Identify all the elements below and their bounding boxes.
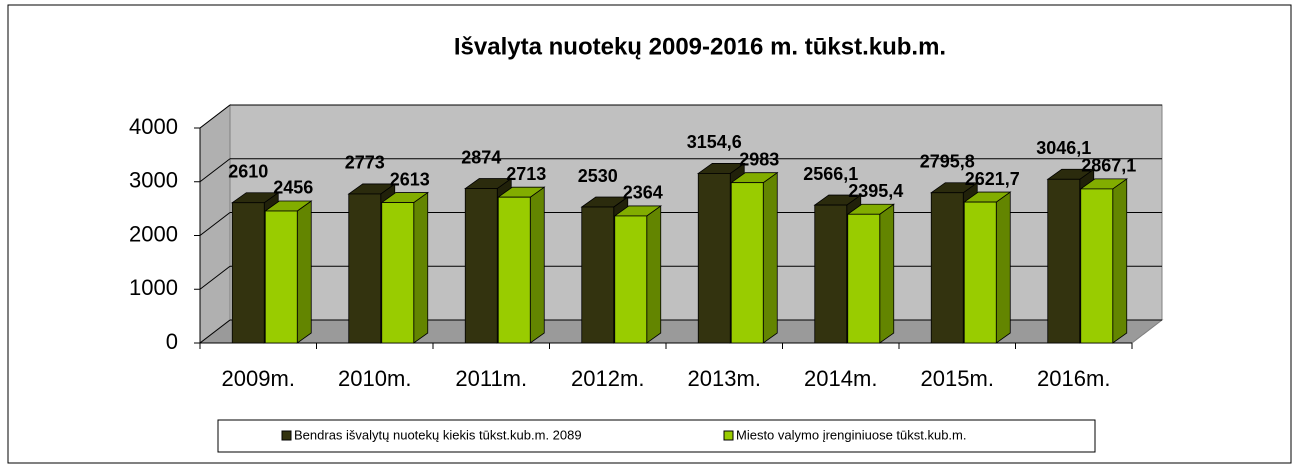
x-tick-label: 2011m. <box>455 366 527 391</box>
bar-side <box>1112 178 1128 344</box>
floor <box>198 319 1164 344</box>
legend-swatch <box>281 430 292 441</box>
x-tick-label: 2014m. <box>804 366 877 391</box>
bar <box>348 193 382 344</box>
data-label: 2983 <box>739 149 779 169</box>
data-label: 2566,1 <box>803 164 858 184</box>
data-label: 2613 <box>390 169 430 189</box>
data-label: 2874 <box>461 147 501 167</box>
x-tick-label: 2013m. <box>688 366 761 391</box>
grid-line <box>199 104 231 129</box>
chart-title: Išvalyta nuotekų 2009-2016 m. tūkst.kub.… <box>454 33 946 60</box>
bar <box>847 213 881 344</box>
bar <box>581 206 615 344</box>
bar <box>1047 178 1081 344</box>
legend-box <box>217 419 1096 453</box>
bar <box>697 173 731 344</box>
bar <box>930 192 964 344</box>
data-label: 2867,1 <box>1081 156 1136 176</box>
grid-line <box>199 212 231 236</box>
x-tick-label: 2010m. <box>338 366 411 391</box>
y-tick-label: 0 <box>166 329 178 354</box>
data-label: 3046,1 <box>1036 138 1091 158</box>
bar <box>1080 188 1114 344</box>
bar-side <box>296 200 312 344</box>
bar <box>814 204 848 344</box>
bar-side <box>413 191 429 344</box>
x-tick-label: 2016m. <box>1037 366 1110 391</box>
legend-label: Bendras išvalytų nuotekų kiekis tūkst.ku… <box>294 427 582 442</box>
y-tick-label: 2000 <box>129 221 178 246</box>
data-label: 2795,8 <box>920 151 975 171</box>
bar-side <box>529 186 545 344</box>
y-tick-label: 3000 <box>129 168 178 193</box>
bar-side <box>879 203 895 344</box>
legend-swatch <box>723 430 734 441</box>
bar <box>963 201 997 344</box>
data-label: 3154,6 <box>687 132 742 152</box>
bar-side <box>995 191 1011 344</box>
bar <box>614 215 648 344</box>
grid-line <box>199 158 231 183</box>
y-tick-label: 1000 <box>129 275 178 300</box>
bar <box>231 202 265 344</box>
bar <box>264 210 298 344</box>
x-tick-label: 2015m. <box>921 366 994 391</box>
grid-line <box>199 319 231 344</box>
x-tick-label: 2009m. <box>222 366 295 391</box>
bar-side <box>762 171 778 344</box>
data-label: 2773 <box>345 153 385 173</box>
y-tick-label: 4000 <box>129 114 178 139</box>
bar <box>464 188 498 344</box>
bar <box>497 196 531 344</box>
legend-label: Miesto valymo įrenginiuose tūkst.kub.m. <box>736 427 966 442</box>
data-label: 2713 <box>506 164 546 184</box>
bar-side <box>646 205 662 344</box>
grid-line <box>199 265 231 290</box>
data-label: 2395,4 <box>848 181 903 201</box>
data-label: 2456 <box>273 178 313 198</box>
bar <box>730 182 764 344</box>
x-tick-label: 2012m. <box>571 366 644 391</box>
bar <box>381 202 415 344</box>
data-label: 2610 <box>228 161 268 181</box>
data-label: 2621,7 <box>965 169 1020 189</box>
data-label: 2530 <box>578 166 618 186</box>
data-label: 2364 <box>623 183 663 203</box>
